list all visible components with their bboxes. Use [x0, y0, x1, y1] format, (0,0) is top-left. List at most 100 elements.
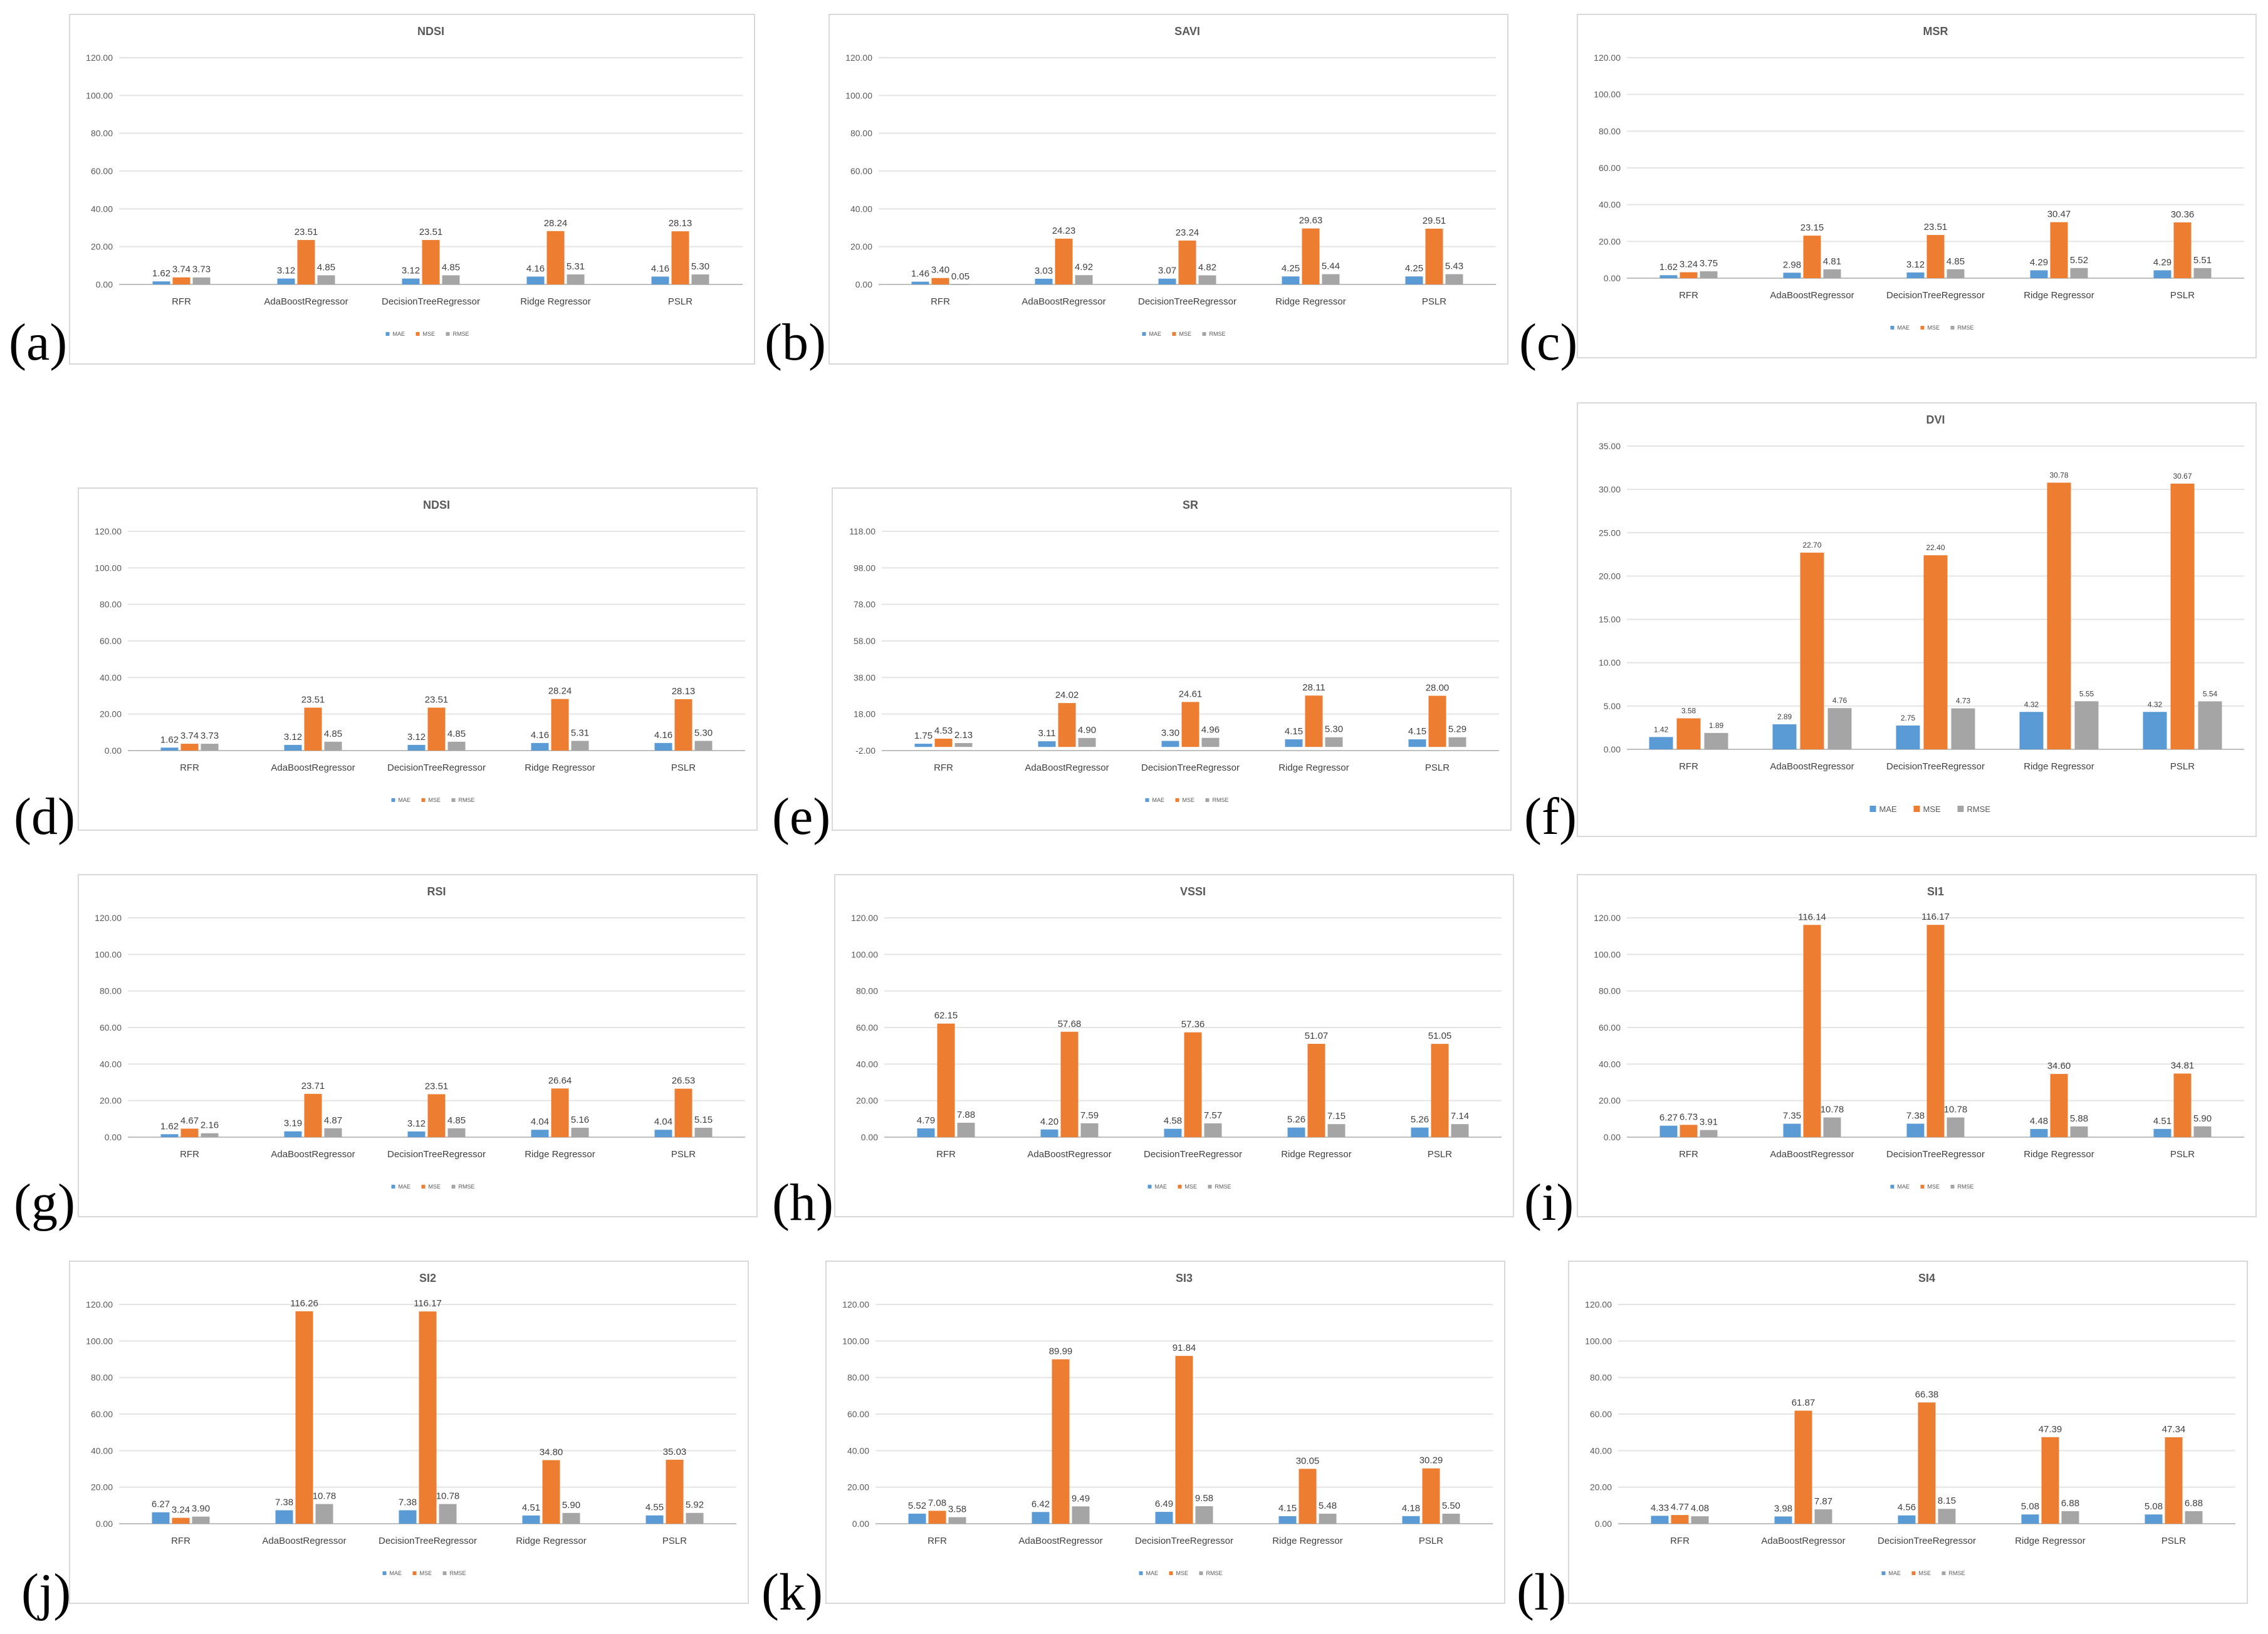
data-label: 2.89 — [1777, 712, 1792, 721]
data-label: 10.78 — [313, 1491, 337, 1502]
data-label: 51.05 — [1428, 1031, 1452, 1041]
legend-swatch-rmse — [451, 1185, 456, 1189]
legend-swatch-rmse — [442, 1571, 447, 1575]
data-label: 34.80 — [540, 1447, 563, 1458]
chart-frame — [78, 874, 758, 1217]
data-label: 5.16 — [571, 1115, 589, 1125]
legend-swatch-mae — [1869, 806, 1876, 812]
data-label: 4.16 — [531, 730, 549, 741]
legend-swatch-mae — [1145, 798, 1149, 802]
chart-svg-e: SR -2.00 18.00 38.00 58.00 78.00 98.00 118.00 1.… — [832, 487, 1512, 831]
data-label: 1.62 — [1659, 262, 1678, 273]
data-label: 7.08 — [928, 1497, 946, 1508]
y-tick-label: 120.00 — [1594, 913, 1621, 923]
bar-rmse-ridge-regressor — [2070, 1126, 2088, 1137]
data-label: 3.12 — [277, 266, 295, 276]
y-tick-label: 80.00 — [91, 128, 113, 138]
legend-label-mse: MSE — [1928, 325, 1940, 331]
legend-swatch-mae — [391, 798, 395, 802]
data-label: 4.48 — [2030, 1116, 2048, 1127]
y-tick-label: 20.00 — [850, 242, 872, 252]
data-label: 5.26 — [1411, 1115, 1429, 1125]
data-label: 4.76 — [1832, 696, 1847, 705]
bar-rmse-ridge-regressor — [571, 741, 589, 751]
category-label: PSLR — [1422, 296, 1446, 307]
bar-mse-adaboostregressor — [295, 1311, 313, 1524]
bar-rmse-rfr — [201, 1133, 219, 1137]
y-tick-label: 20.00 — [1599, 236, 1621, 246]
data-label: 7.57 — [1204, 1110, 1222, 1121]
legend-swatch-mse — [1178, 1185, 1182, 1189]
legend-label-rmse: RMSE — [450, 1570, 466, 1576]
category-label: PSLR — [1428, 1149, 1452, 1160]
y-tick-label: 40.00 — [91, 1445, 113, 1455]
bar-mse-decisiontreeregressor — [427, 707, 446, 751]
chart-title: RSI — [427, 885, 446, 898]
panel-label-g: (g) — [14, 1173, 75, 1232]
chart-svg-h: VSSI 0.00 20.00 40.00 60.00 80.00 100.00 120.00… — [834, 874, 1514, 1217]
bar-rmse-pslr — [2198, 701, 2222, 749]
bar-mae-decisiontreeregressor — [1155, 1512, 1173, 1524]
legend-label-rmse: RMSE — [1210, 331, 1226, 337]
data-label: 6.42 — [1032, 1499, 1050, 1509]
legend-label-rmse: RMSE — [1949, 1570, 1965, 1576]
data-label: 4.18 — [1402, 1503, 1420, 1514]
chart-panel-e: SR -2.00 18.00 38.00 58.00 78.00 98.00 118.00 1.… — [832, 487, 1512, 831]
legend-swatch-rmse — [451, 798, 456, 802]
category-label: AdaBoostRegressor — [271, 762, 355, 773]
data-label: 24.02 — [1055, 690, 1079, 700]
bar-mse-ridge-regressor — [1307, 1044, 1325, 1137]
bar-mse-rfr — [180, 744, 199, 751]
data-label: 7.88 — [957, 1110, 975, 1120]
data-label: 4.87 — [324, 1115, 342, 1126]
bar-mse-pslr — [2165, 1437, 2183, 1524]
data-label: 1.42 — [1654, 725, 1669, 734]
y-tick-label: 80.00 — [91, 1373, 113, 1383]
bar-mae-rfr — [1659, 275, 1678, 278]
bar-mse-adaboostregressor — [297, 240, 315, 284]
y-tick-label: 20.00 — [856, 1096, 878, 1106]
bar-rmse-pslr — [686, 1512, 704, 1524]
legend-swatch-mse — [1913, 806, 1920, 812]
category-label: PSLR — [671, 1149, 696, 1160]
chart-title: SI1 — [1927, 885, 1944, 898]
data-label: 47.34 — [2162, 1424, 2186, 1435]
category-label: Ridge Regressor — [2024, 290, 2094, 301]
category-label: DecisionTreeRegressor — [387, 762, 486, 773]
chart-frame — [825, 1261, 1505, 1604]
data-label: 4.51 — [522, 1502, 540, 1513]
data-label: 116.26 — [290, 1298, 318, 1309]
bar-mae-pslr — [2143, 712, 2167, 749]
data-label: 61.87 — [1792, 1398, 1816, 1408]
bar-mae-pslr — [651, 276, 669, 284]
bar-mse-adaboostregressor — [304, 707, 322, 751]
bar-mse-rfr — [1671, 1515, 1689, 1524]
legend-label-mae: MAE — [393, 331, 405, 337]
data-label: 47.39 — [2039, 1424, 2062, 1435]
data-label: 4.16 — [651, 263, 669, 274]
data-label: 10.78 — [436, 1491, 460, 1502]
data-label: 4.16 — [526, 263, 545, 274]
bar-mae-rfr — [911, 281, 929, 284]
y-tick-label: 80.00 — [100, 600, 122, 610]
bar-mse-decisiontreeregressor — [1923, 555, 1948, 749]
legend-label-mse: MSE — [1923, 804, 1941, 814]
y-tick-label: 20.00 — [1599, 1096, 1621, 1106]
bar-mae-adaboostregressor — [1040, 1129, 1058, 1137]
bar-rmse-adaboostregressor — [1075, 275, 1093, 284]
bar-mae-ridge-regressor — [2030, 1128, 2048, 1137]
chart-svg-b: SAVI 0.00 20.00 40.00 60.00 80.00 100.00 120.00… — [828, 14, 1508, 365]
bar-mae-adaboostregressor — [277, 278, 295, 284]
bar-rmse-ridge-regressor — [1327, 1124, 1346, 1137]
y-tick-label: 100.00 — [845, 90, 872, 100]
category-label: PSLR — [2170, 290, 2195, 301]
bar-rmse-pslr — [1445, 274, 1463, 284]
category-label: RFR — [180, 762, 199, 773]
data-label: 5.51 — [2193, 255, 2212, 266]
legend-label-rmse: RMSE — [1213, 797, 1229, 803]
data-label: 28.00 — [1426, 683, 1450, 694]
y-tick-label: 20.00 — [1590, 1482, 1612, 1492]
bar-mse-rfr — [934, 738, 953, 747]
y-tick-label: 20.00 — [100, 709, 122, 719]
chart-title: NDSI — [423, 499, 450, 511]
